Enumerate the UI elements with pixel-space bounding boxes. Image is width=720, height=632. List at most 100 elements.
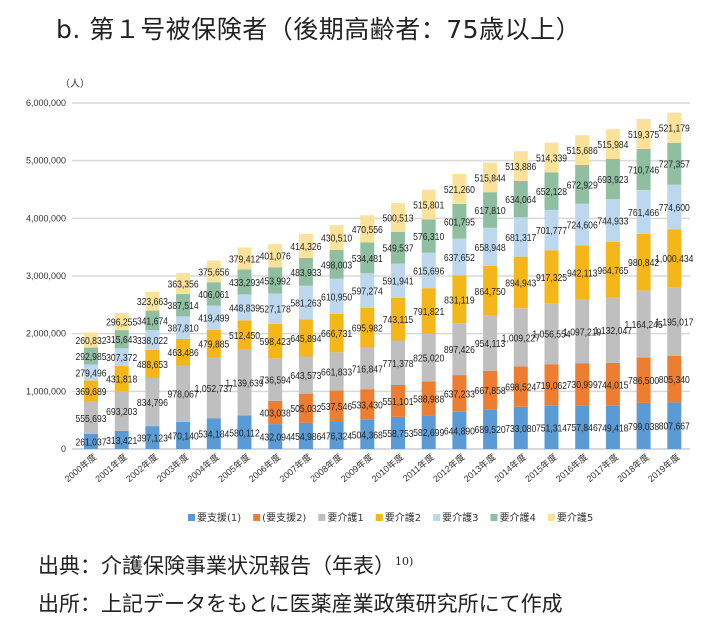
data-label: 307,372: [106, 352, 137, 364]
bar-segment: [206, 260, 221, 283]
data-label: 379,412: [229, 254, 260, 266]
bar-segment: [421, 333, 436, 382]
data-label: 432,094: [260, 432, 292, 444]
legend-label: 要介護2: [385, 511, 421, 524]
bar-segment: [575, 405, 590, 449]
legend-swatch: [318, 514, 326, 521]
data-label: 751,314: [536, 423, 568, 435]
bar-segment: [636, 402, 651, 449]
bar-segment: [329, 421, 344, 449]
bar-segment: [298, 422, 313, 449]
bar-segment: [605, 199, 620, 242]
data-label: 403,038: [260, 408, 291, 420]
data-label: 736,594: [260, 375, 292, 387]
data-label: 401,076: [260, 251, 291, 263]
data-label: 834,796: [137, 397, 168, 409]
data-label: 514,339: [536, 153, 567, 165]
data-label: 488,653: [137, 359, 168, 371]
bar-segment: [452, 375, 467, 412]
bar-segment: [636, 148, 651, 190]
data-label: 964,765: [597, 265, 628, 277]
x-tick-label: 2009年度: [338, 451, 374, 484]
data-label: 315,643: [106, 334, 137, 346]
bar-segment: [575, 245, 590, 300]
bar-segment: [544, 303, 559, 365]
data-label: 1,000,434: [655, 253, 694, 265]
bar-segment: [360, 347, 375, 390]
data-label: 431,818: [106, 374, 137, 386]
bar-segment: [452, 323, 467, 376]
bar-segment: [114, 430, 129, 449]
data-label: 897,426: [444, 344, 475, 356]
data-label: 580,112: [229, 428, 259, 440]
bar-segment: [421, 189, 436, 220]
bar-segment: [544, 405, 559, 449]
bar-segment: [575, 164, 590, 204]
legend-swatch: [188, 514, 195, 521]
x-tick-label: 2017年度: [584, 451, 620, 484]
bar-segment: [636, 290, 651, 358]
bar-segment: [84, 364, 98, 381]
bar-segment: [329, 352, 344, 391]
bar-segment: [237, 269, 252, 295]
legend-swatch: [547, 514, 555, 521]
legend-label: 要介護3: [442, 511, 478, 524]
data-label: 978,067: [168, 389, 199, 401]
bar-segment: [513, 180, 528, 218]
data-label: 652,128: [536, 186, 567, 198]
x-tick-label: 2005年度: [216, 451, 252, 484]
bar-segment: [667, 355, 682, 403]
data-label: 576,310: [413, 231, 444, 243]
x-tick-label: 2011年度: [400, 451, 436, 483]
bar-segment: [667, 229, 682, 288]
data-label: 433,293: [229, 277, 260, 289]
data-label: 666,731: [321, 328, 352, 340]
data-label: 644,890: [444, 426, 475, 438]
bar-segment: [298, 319, 313, 357]
bar-segment: [452, 275, 467, 324]
data-label: 534,184: [198, 429, 230, 441]
x-tick-label: 2010年度: [369, 451, 405, 484]
data-label: 551,101: [382, 396, 413, 408]
data-label: 453,992: [260, 276, 291, 288]
bar-segment: [483, 227, 498, 266]
data-label: 296,255: [106, 317, 137, 329]
data-label: 260,832: [75, 335, 106, 347]
bar-segment: [176, 365, 191, 422]
bar-segment: [483, 162, 498, 193]
source-reference: 10): [395, 555, 414, 568]
data-label: 786,500: [628, 375, 659, 387]
data-label: 744,933: [597, 216, 628, 228]
data-label: 1,195,017: [655, 317, 693, 329]
bar-segment: [544, 172, 559, 210]
bar-segment: [268, 293, 283, 324]
data-label: 744,015: [597, 380, 628, 392]
data-label: 771,378: [382, 358, 413, 370]
bar-segment: [114, 390, 129, 431]
y-tick-label: 4,000,000: [26, 213, 66, 223]
legend-label: (要支援2): [262, 511, 306, 524]
bar-segment: [513, 308, 528, 367]
bar-segment: [268, 267, 283, 294]
bar-segment: [176, 316, 191, 339]
data-label: 582,699: [413, 427, 444, 439]
data-label: 521,260: [444, 184, 475, 196]
data-label: 719,062: [536, 380, 567, 392]
data-label: 693,923: [597, 174, 628, 186]
bar-segment: [84, 347, 98, 365]
bar-segment: [298, 257, 313, 286]
x-tick-label: 2014年度: [492, 451, 528, 484]
data-label: 505,032: [290, 403, 321, 415]
bar-segment: [145, 426, 160, 449]
data-label: 515,844: [475, 173, 507, 185]
data-label: 369,689: [75, 386, 106, 398]
x-tick-label: 2015年度: [523, 451, 559, 484]
data-label: 558,753: [382, 428, 413, 440]
bar-segment: [513, 366, 528, 407]
data-label: 733,080: [505, 423, 536, 435]
x-tick-label: 2018年度: [615, 451, 651, 484]
bar-segment: [513, 406, 528, 449]
data-label: 533,430: [352, 400, 383, 412]
data-label: 716,847: [352, 364, 383, 376]
bar-segment: [421, 415, 436, 449]
